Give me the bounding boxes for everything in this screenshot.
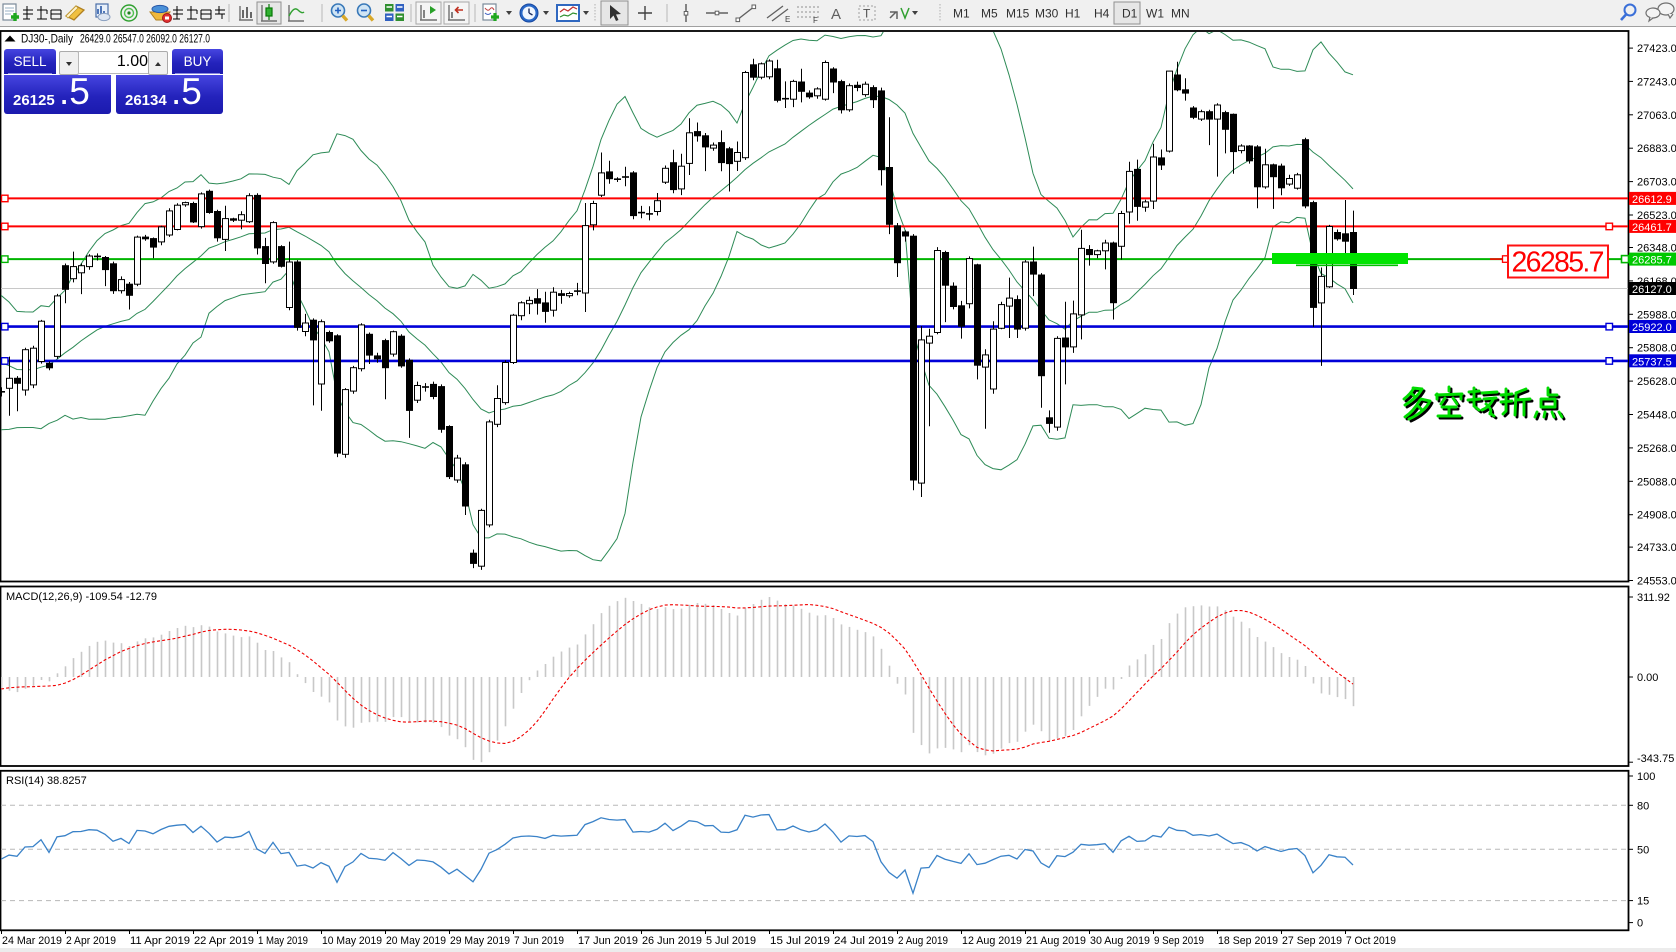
svg-text:26127.0: 26127.0 <box>1632 284 1672 296</box>
svg-text:24 Jul 2019: 24 Jul 2019 <box>834 935 894 947</box>
svg-text:5 Jul 2019: 5 Jul 2019 <box>706 935 756 947</box>
svg-text:MACD(12,26,9) -109.54 -12.79: MACD(12,26,9) -109.54 -12.79 <box>6 591 157 603</box>
svg-text:27423.0: 27423.0 <box>1637 43 1676 55</box>
svg-text:100: 100 <box>1637 771 1655 783</box>
svg-text:9 Sep 2019: 9 Sep 2019 <box>1154 935 1204 947</box>
svg-text:30 Aug 2019: 30 Aug 2019 <box>1090 935 1150 947</box>
svg-text:24733.0: 24733.0 <box>1637 542 1676 554</box>
svg-text:25628.0: 25628.0 <box>1637 376 1676 388</box>
svg-text:26883.0: 26883.0 <box>1637 143 1676 155</box>
svg-text:E: E <box>785 15 790 24</box>
svg-text:26285.7: 26285.7 <box>1512 247 1605 279</box>
svg-text:M5: M5 <box>981 7 998 21</box>
svg-text:M1: M1 <box>953 7 970 21</box>
svg-text:D1: D1 <box>1122 7 1138 21</box>
svg-text:27 Sep 2019: 27 Sep 2019 <box>1282 935 1342 947</box>
svg-text:A: A <box>831 6 841 23</box>
svg-text:80: 80 <box>1637 800 1649 812</box>
svg-text:2 Apr 2019: 2 Apr 2019 <box>66 935 116 947</box>
svg-text:26612.9: 26612.9 <box>1632 194 1672 206</box>
svg-text:7 Oct 2019: 7 Oct 2019 <box>1346 935 1396 947</box>
svg-text:21 Aug 2019: 21 Aug 2019 <box>1026 935 1086 947</box>
svg-text:7 Jun 2019: 7 Jun 2019 <box>514 935 564 947</box>
svg-text:0.00: 0.00 <box>1637 672 1658 684</box>
svg-text:15 Jul 2019: 15 Jul 2019 <box>770 935 830 947</box>
svg-text:311.92: 311.92 <box>1637 592 1670 604</box>
svg-text:26285.7: 26285.7 <box>1632 255 1672 267</box>
svg-text:25088.0: 25088.0 <box>1637 476 1676 488</box>
svg-text:15: 15 <box>1637 896 1649 908</box>
svg-text:F: F <box>813 16 818 25</box>
svg-text:H1: H1 <box>1065 7 1081 21</box>
svg-text:25922.0: 25922.0 <box>1632 322 1672 334</box>
svg-text:27243.0: 27243.0 <box>1637 76 1676 88</box>
svg-text:27063.0: 27063.0 <box>1637 110 1676 122</box>
svg-text:22 Apr 2019: 22 Apr 2019 <box>194 935 254 947</box>
svg-text:0: 0 <box>1637 918 1643 930</box>
svg-text:24553.0: 24553.0 <box>1637 576 1676 588</box>
svg-text:24908.0: 24908.0 <box>1637 510 1676 522</box>
svg-text:11 Apr 2019: 11 Apr 2019 <box>130 935 190 947</box>
svg-text:25448.0: 25448.0 <box>1637 410 1676 422</box>
svg-text:1 May 2019: 1 May 2019 <box>258 935 308 947</box>
svg-text:25808.0: 25808.0 <box>1637 343 1676 355</box>
svg-text:12 Aug 2019: 12 Aug 2019 <box>962 935 1022 947</box>
svg-text:DJ30-,Daily: DJ30-,Daily <box>21 32 73 46</box>
svg-text:26429.0 26547.0 26092.0 26127.: 26429.0 26547.0 26092.0 26127.0 <box>80 32 210 46</box>
svg-text:26523.0: 26523.0 <box>1637 210 1676 222</box>
svg-text:26461.7: 26461.7 <box>1632 222 1672 234</box>
svg-text:10 May 2019: 10 May 2019 <box>322 935 382 947</box>
svg-text:H4: H4 <box>1094 7 1110 21</box>
svg-text:W1: W1 <box>1146 7 1164 21</box>
svg-text:M30: M30 <box>1035 7 1059 21</box>
svg-text:18 Sep 2019: 18 Sep 2019 <box>1218 935 1278 947</box>
svg-text:29 May 2019: 29 May 2019 <box>450 935 510 947</box>
svg-text:MN: MN <box>1171 7 1190 21</box>
svg-text:20 May 2019: 20 May 2019 <box>386 935 446 947</box>
svg-text:26703.0: 26703.0 <box>1637 177 1676 189</box>
svg-text:M15: M15 <box>1006 7 1030 21</box>
svg-text:-343.75: -343.75 <box>1637 753 1674 765</box>
svg-text:25988.0: 25988.0 <box>1637 309 1676 321</box>
svg-text:26348.0: 26348.0 <box>1637 243 1676 255</box>
svg-text:17 Jun 2019: 17 Jun 2019 <box>578 935 638 947</box>
svg-text:50: 50 <box>1637 844 1649 856</box>
svg-text:25737.5: 25737.5 <box>1632 356 1672 368</box>
svg-text:T: T <box>863 7 871 21</box>
svg-text:25268.0: 25268.0 <box>1637 443 1676 455</box>
svg-text:RSI(14) 38.8257: RSI(14) 38.8257 <box>6 775 87 787</box>
svg-text:26 Jun 2019: 26 Jun 2019 <box>642 935 702 947</box>
svg-text:2 Aug 2019: 2 Aug 2019 <box>898 935 948 947</box>
svg-text:24 Mar 2019: 24 Mar 2019 <box>2 935 62 947</box>
